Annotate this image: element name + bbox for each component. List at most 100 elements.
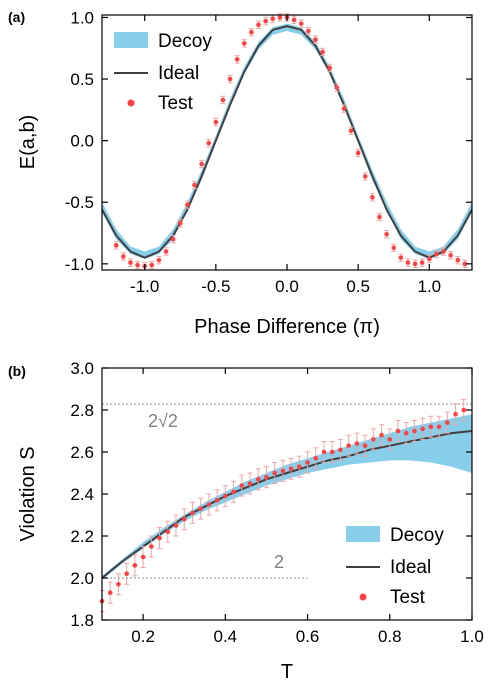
- test-point: [190, 510, 195, 516]
- test-point: [412, 428, 417, 434]
- test-point: [321, 449, 327, 455]
- legend-a-test-label: Test: [158, 93, 194, 114]
- test-point: [121, 254, 126, 259]
- test-point: [313, 456, 319, 461]
- legend-b-decoy-label: Decoy: [390, 525, 444, 546]
- test-point: [149, 544, 154, 549]
- test-point: [173, 523, 179, 528]
- panel-a-label: (a): [8, 9, 25, 25]
- test-point: [156, 257, 162, 263]
- test-point: [338, 447, 343, 453]
- test-point: [206, 140, 212, 146]
- panel-b-reference-lines: [102, 403, 472, 579]
- test-point: [163, 249, 169, 254]
- annotation-2sqrt2: 2√2: [148, 411, 178, 431]
- test-point: [231, 489, 236, 495]
- test-point: [199, 161, 204, 167]
- test-point: [412, 261, 418, 267]
- test-point: [298, 21, 304, 26]
- test-point: [362, 443, 368, 449]
- test-point: [270, 16, 276, 21]
- panel-a-decoy-band: [102, 23, 472, 259]
- test-point: [329, 449, 335, 455]
- panel-b-axes: 0.2 0.4 0.6 0.8 1.0 1.8 2.0 2.2 2.4 2.6 2.8 3.0: [70, 359, 483, 646]
- test-point: [341, 106, 347, 111]
- legend-a-test-swatch: [127, 99, 135, 107]
- y-tick-label: 1.0: [70, 8, 94, 27]
- test-point: [427, 256, 432, 262]
- test-point: [291, 17, 297, 23]
- decoy-band-area: [102, 414, 472, 581]
- legend-a-decoy-label: Decoy: [158, 31, 212, 52]
- panel-a-test-points: [113, 13, 468, 271]
- y-tick-label: 2.2: [70, 527, 94, 546]
- test-point: [170, 236, 176, 242]
- annotation-2: 2: [274, 552, 284, 572]
- test-point: [157, 535, 162, 541]
- y-tick-label: 2.4: [70, 485, 94, 504]
- x-tick-label: -0.5: [201, 277, 230, 296]
- y-tick-label: 0.0: [70, 132, 94, 151]
- panel-b-legend: Decoy Ideal Test: [346, 525, 444, 608]
- test-point: [387, 437, 393, 442]
- test-point: [297, 464, 302, 470]
- test-point: [377, 214, 382, 220]
- test-point: [256, 22, 261, 28]
- panel-b-ideal-line: [102, 430, 472, 579]
- test-point: [116, 582, 121, 587]
- test-point: [192, 182, 197, 188]
- test-point: [461, 407, 467, 413]
- test-point: [107, 590, 113, 595]
- panel-a-ylabel: E(a,b): [17, 115, 39, 169]
- test-point: [445, 420, 450, 425]
- test-point: [185, 202, 190, 208]
- test-point: [213, 119, 219, 125]
- ideal-line-path: [102, 25, 472, 259]
- y-tick-label: 2.6: [70, 443, 94, 462]
- test-point: [348, 128, 354, 134]
- panel-b-test-points: [99, 399, 467, 613]
- legend-a-decoy-swatch: [114, 32, 148, 48]
- test-point: [272, 470, 277, 476]
- x-tick-label: 0.8: [378, 627, 402, 646]
- test-point: [280, 468, 286, 474]
- panel-b-ylabel: Violation S: [17, 446, 39, 541]
- y-tick-label: 2.0: [70, 569, 94, 588]
- test-point: [264, 474, 269, 480]
- x-tick-label: 0.5: [346, 277, 370, 296]
- test-point: [242, 41, 247, 46]
- panel-a: (a) -1.0 -0.5 0.0 0.5 1.0 -1.0 -0.5 0.0 0.5 1.0 P…: [8, 8, 473, 338]
- panel-b-plot-frame: [101, 367, 473, 621]
- panel-a-plot-frame: [101, 14, 473, 271]
- x-tick-label: 1.0: [460, 627, 484, 646]
- test-point: [249, 29, 254, 35]
- test-point: [305, 460, 310, 465]
- test-point: [306, 28, 311, 34]
- test-point: [227, 76, 233, 82]
- x-tick-label: 0.6: [296, 627, 320, 646]
- legend-b-test-label: Test: [390, 587, 426, 608]
- y-tick-label: -0.5: [65, 193, 94, 212]
- y-tick-label: 0.5: [70, 70, 94, 89]
- test-point: [113, 243, 119, 248]
- panel-a-legend: Decoy Ideal Test: [114, 31, 212, 114]
- legend-b-decoy-swatch: [346, 526, 380, 542]
- y-tick-label: -1.0: [65, 255, 94, 274]
- test-point: [419, 260, 425, 265]
- panel-b-decoy-band: [102, 414, 472, 581]
- y-tick-label: 2.8: [70, 401, 94, 420]
- test-point: [334, 85, 340, 90]
- test-point: [149, 262, 155, 268]
- panel-b: (b) 0.2 0.4 0.6 0.8 1.0 1.8 2.0 2.2 2.4 2.6 2.8 3.0…: [8, 359, 484, 683]
- y-tick-label: 3.0: [70, 359, 94, 378]
- test-point: [247, 481, 253, 486]
- test-point: [239, 483, 245, 488]
- test-point: [395, 428, 401, 434]
- test-point: [371, 437, 376, 442]
- y-tick-label: 1.8: [70, 611, 94, 630]
- test-point: [455, 257, 461, 263]
- test-point: [214, 498, 220, 503]
- test-point: [234, 57, 240, 62]
- legend-b-test-swatch: [359, 593, 367, 601]
- test-point: [165, 529, 171, 535]
